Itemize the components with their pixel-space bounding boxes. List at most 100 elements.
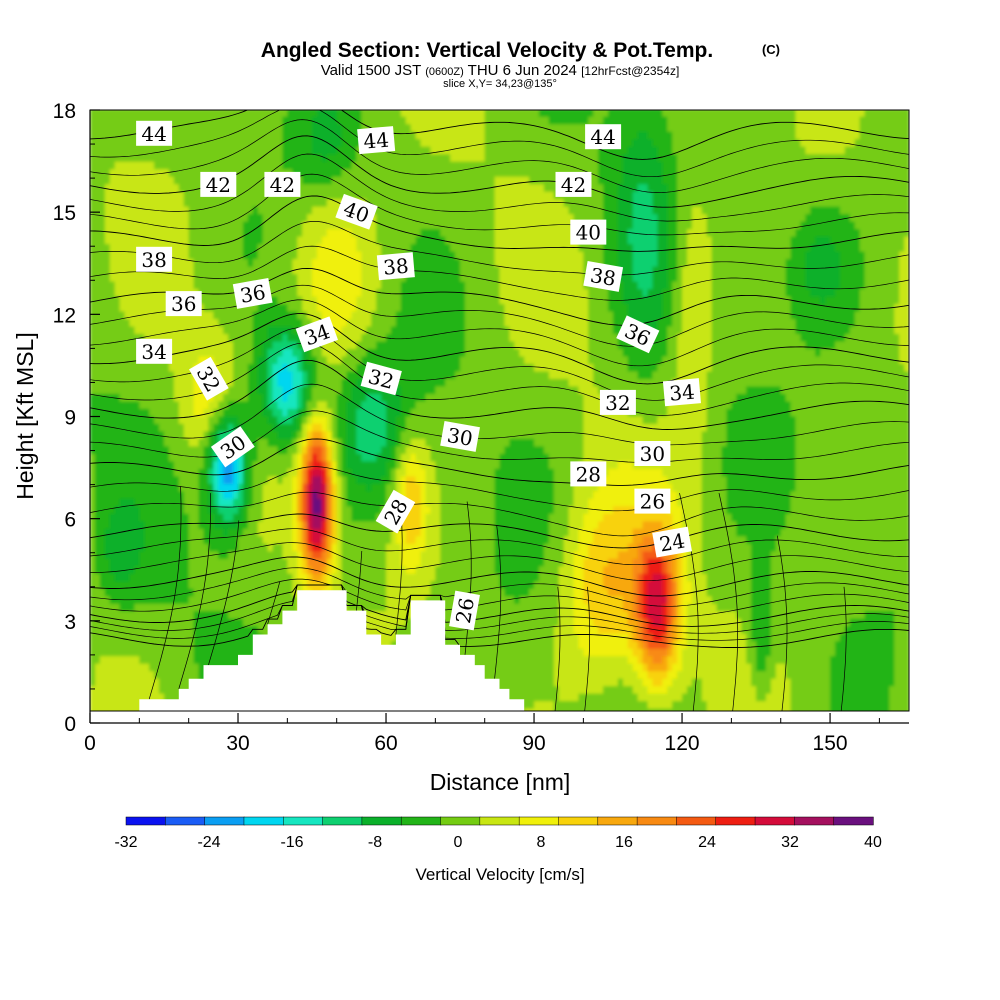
theta-contour-32: [90, 438, 909, 486]
slice-label: slice X,Y= 34,23@135°: [443, 78, 557, 90]
theta-contour-minor: [718, 493, 739, 711]
contour-label-text: 26: [640, 490, 665, 514]
contour-label-text: 36: [238, 280, 267, 308]
contour-label-text: 38: [382, 254, 409, 280]
colorbar-tick-label: 8: [537, 834, 546, 851]
subtitle-valid: Valid 1500 JST: [321, 62, 421, 79]
theta-contour-40: [90, 195, 909, 252]
contour-label: 36: [232, 277, 273, 309]
x-axis-ticks: 0 30 60 90 120 150: [84, 713, 880, 755]
colorbar-swatch: [322, 816, 363, 826]
colorbar-swatch: [597, 816, 638, 826]
contour-label: 38: [583, 260, 624, 292]
colorbar-swatch: [636, 816, 678, 826]
colorbar-swatch: [754, 816, 796, 826]
theta-contour-minor: [90, 466, 909, 512]
contour-label: 42: [264, 171, 301, 197]
chart-subtitle: Valid 1500 JST (0600Z) THU 6 Jun 2024 [1…: [321, 62, 680, 79]
colorbar-swatch: [558, 816, 599, 826]
colorbar-tick-label: -8: [368, 834, 382, 851]
colorbar-tick-label: -24: [197, 834, 220, 851]
contour-label: 38: [376, 252, 415, 281]
x-tick-label: 90: [522, 732, 545, 755]
colorbar-swatch: [204, 816, 245, 826]
theta-contour-30: [90, 513, 909, 549]
contour-label: 44: [585, 124, 622, 150]
contour-label: 30: [634, 441, 671, 466]
contour-label: 36: [165, 291, 202, 317]
theta-contour-26: [90, 584, 909, 627]
theta-contour-minor: [90, 173, 909, 236]
colorbar: -32 -24 -16 -8 0 8 16 24 32 40: [114, 816, 882, 851]
theta-contour-minor: [90, 567, 909, 607]
theta-contour-44: [90, 110, 909, 160]
contour-label-text: 30: [640, 442, 665, 466]
x-tick-label: 60: [374, 732, 397, 755]
contour-label: 42: [200, 171, 237, 197]
contour-label-text: 28: [576, 462, 601, 486]
contour-label-text: 38: [141, 248, 166, 272]
colorbar-swatch: [165, 816, 206, 826]
contour-label-text: 32: [605, 391, 630, 415]
colorbar-swatch: [794, 816, 835, 826]
theta-contour-minor: [208, 520, 240, 666]
title-mark: (C): [762, 42, 780, 57]
colorbar-swatch: [479, 816, 520, 826]
theta-contour-minor: [90, 119, 909, 193]
theta-contour-36: [90, 313, 909, 385]
contour-label: 34: [662, 378, 701, 407]
contour-label-text: 42: [270, 173, 295, 197]
theta-contour-minor: [90, 153, 909, 222]
y-axis-label: Height [Kft MSL]: [12, 332, 38, 499]
contour-label: 26: [634, 488, 671, 514]
theta-contour-minor: [840, 586, 847, 711]
colorbar-tick-label: -16: [280, 834, 303, 851]
colorbar-tick-label: 16: [615, 834, 633, 851]
colorbar-swatch: [440, 816, 481, 826]
colorbar-swatch: [715, 816, 756, 826]
contour-label-text: 38: [588, 263, 617, 291]
contour-label-text: 34: [141, 340, 166, 364]
theta-contour-minor: [356, 550, 363, 611]
contour-label: 44: [357, 126, 396, 155]
theta-contour-minor: [90, 245, 909, 301]
contour-label-text: 40: [576, 221, 601, 245]
contour-label: 28: [570, 461, 607, 487]
theta-contour-minor: [90, 221, 909, 276]
contour-label-text: 36: [171, 292, 196, 316]
contour-label-text: 44: [141, 122, 166, 146]
colorbar-tick-label: 24: [698, 834, 716, 851]
theta-contour-minor: [148, 486, 182, 700]
terrain-shape: [139, 590, 525, 711]
theta-contour-minor: [395, 506, 403, 635]
theta-contour-minor: [90, 383, 909, 446]
contour-label: 44: [136, 120, 173, 146]
contour-label: 26: [449, 590, 480, 631]
contour-label-text: 44: [590, 125, 615, 149]
contour-label: 40: [570, 219, 607, 245]
theta-contour-minor: [90, 299, 909, 367]
contour-label-text: 44: [362, 128, 389, 154]
contour-label-text: 42: [561, 173, 586, 197]
y-axis-ticks: 0 3 6 9 12 15 18: [53, 100, 100, 736]
contour-label: 38: [136, 246, 173, 272]
theta-contour-28: [90, 556, 909, 597]
colorbar-swatch: [400, 816, 442, 826]
x-tick-label: 150: [813, 732, 848, 755]
theta-contour-minor: [90, 110, 909, 178]
colorbar-tick-label: 40: [864, 834, 882, 851]
colorbar-tick-label: -32: [114, 834, 137, 851]
contour-label-text: 24: [658, 528, 687, 556]
y-tick-label: 15: [53, 202, 76, 225]
colorbar-tick-label: 0: [454, 834, 463, 851]
y-tick-label: 3: [64, 611, 76, 634]
theta-contour-minor: [90, 584, 909, 641]
chart-title: Angled Section: Vertical Velocity & Pot.…: [261, 39, 713, 62]
y-tick-label: 9: [64, 407, 76, 430]
theta-contour-minor: [178, 493, 211, 689]
subtitle-forecast: [12hrFcst@2354z]: [581, 64, 679, 78]
contour-label: 42: [555, 171, 592, 197]
terrain-mask: [139, 590, 525, 711]
